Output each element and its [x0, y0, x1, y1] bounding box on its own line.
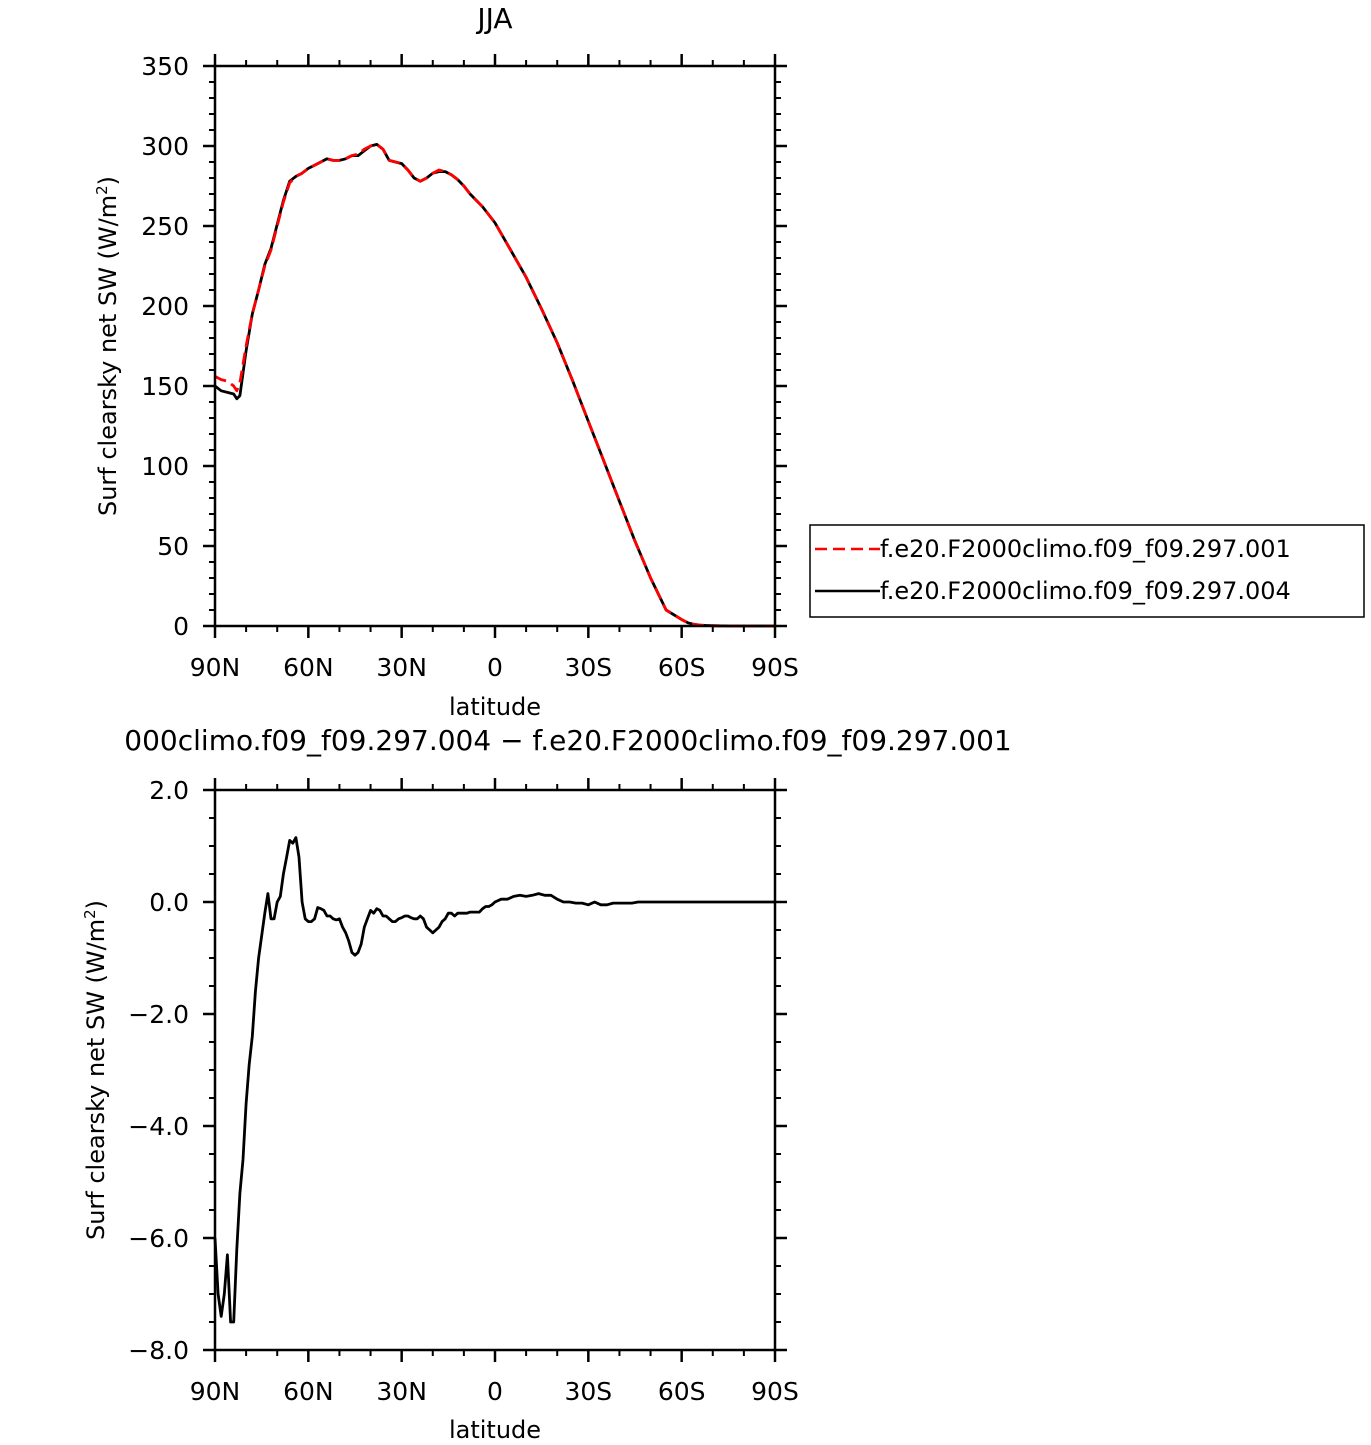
- top-chart-y-tick-label: 300: [141, 132, 189, 161]
- top-chart-title: JJA: [475, 2, 512, 35]
- difference-chart-x-tick-label: 60S: [658, 1377, 706, 1406]
- difference-chart-y-tick-label: −8.0: [128, 1336, 189, 1365]
- top-chart-series-line-1: [214, 143, 775, 628]
- difference-chart-y-tick-label: −2.0: [128, 1000, 189, 1029]
- difference-chart-x-tick-label: 30S: [564, 1377, 612, 1406]
- top-chart-y-tick-label: 0: [173, 612, 189, 641]
- difference-chart-x-tick-label: 0: [487, 1377, 503, 1406]
- difference-chart-title: 000climo.f09_f09.297.004 − f.e20.F2000cl…: [124, 724, 1011, 757]
- top-chart: JJA 90N 60N 30N 0 30S 60S 90S 0 50 100 150 200 250 30…: [93, 2, 1365, 721]
- difference-chart-y-tick-label: 0.0: [149, 888, 189, 917]
- top-chart-plot-area: [214, 143, 775, 628]
- top-chart-x-axis-label: latitude: [449, 693, 541, 721]
- top-chart-y-tick-label: 200: [141, 292, 189, 321]
- top-chart-frame: [213, 64, 777, 628]
- difference-chart-x-axis-label: latitude: [449, 1416, 541, 1444]
- difference-chart-y-axis-label: Surf clearsky net SW (W/m2): [81, 900, 110, 1240]
- legend-label-series-2: f.e20.F2000climo.f09_f09.297.004: [880, 577, 1291, 605]
- top-chart-y-tick-label: 150: [141, 372, 189, 401]
- difference-chart-y-tick-label: −4.0: [128, 1112, 189, 1141]
- difference-chart-x-tick-label: 90N: [190, 1377, 241, 1406]
- top-chart-x-tick-label: 90N: [190, 653, 241, 682]
- top-chart-x-tick-label: 90S: [751, 653, 799, 682]
- top-chart-y-tick-label: 250: [141, 212, 189, 241]
- legend: f.e20.F2000climo.f09_f09.297.001 f.e20.F…: [809, 524, 1365, 618]
- legend-frame: [809, 524, 1365, 618]
- difference-chart-plot-area: [213, 836, 775, 1324]
- top-chart-y-tick-label: 50: [157, 532, 189, 561]
- difference-chart-x-tick-label: 30N: [376, 1377, 427, 1406]
- legend-label-series-1: f.e20.F2000climo.f09_f09.297.001: [880, 535, 1291, 563]
- top-chart-x-tick-label: 30S: [564, 653, 612, 682]
- top-chart-y-axis-label: Surf clearsky net SW (W/m2): [93, 176, 122, 516]
- difference-chart-series-line-1: [213, 836, 775, 1324]
- top-chart-series-line-2: [214, 143, 775, 628]
- top-chart-x-tick-label: 60N: [283, 653, 334, 682]
- difference-chart-x-tick-label: 60N: [283, 1377, 334, 1406]
- top-chart-y-tick-label: 100: [141, 452, 189, 481]
- difference-chart-x-tick-label: 90S: [751, 1377, 799, 1406]
- difference-chart-y-tick-label: −6.0: [128, 1224, 189, 1253]
- top-chart-x-tick-label: 0: [487, 653, 503, 682]
- difference-chart-y-tick-label: 2.0: [149, 776, 189, 805]
- top-chart-x-tick-label: 60S: [658, 653, 706, 682]
- top-chart-y-tick-label: 350: [141, 52, 189, 81]
- top-chart-ticks: 90N 60N 30N 0 30S 60S 90S 0 50 100 150 200 250 300 350: [141, 52, 799, 682]
- top-chart-x-tick-label: 30N: [376, 653, 427, 682]
- difference-chart-ticks: 90N 60N 30N 0 30S 60S 90S 2.0 0.0 −2.0 −4.0 −6.0 −8.…: [128, 776, 799, 1406]
- difference-chart: 000climo.f09_f09.297.004 − f.e20.F2000cl…: [81, 724, 1012, 1444]
